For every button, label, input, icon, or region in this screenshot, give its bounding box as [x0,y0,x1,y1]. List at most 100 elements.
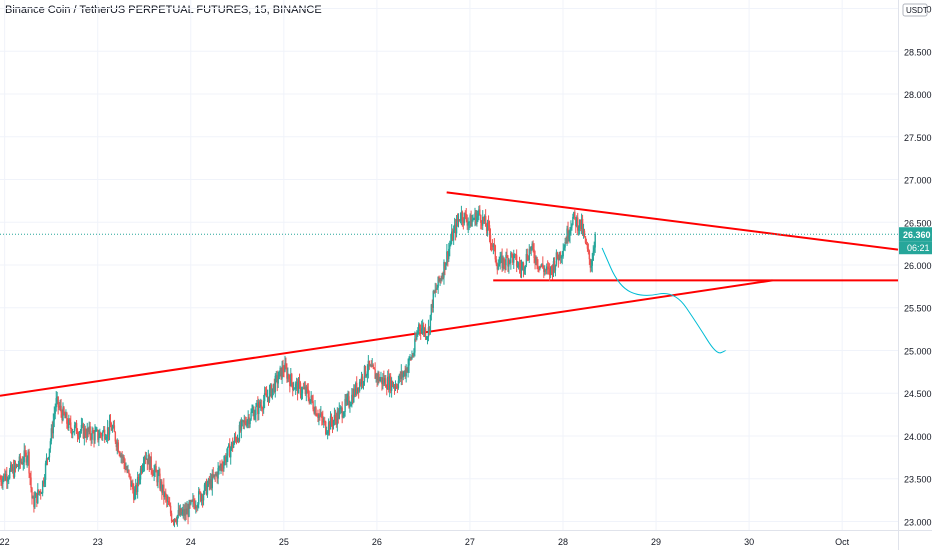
candle-body [546,266,548,270]
candle-body [462,220,465,224]
candle-body [427,327,430,338]
candle-body [88,426,90,432]
candle-body [409,357,411,359]
candle-body [468,221,470,224]
candle-body [421,325,424,329]
drawing-layer [0,191,899,397]
candle-body [208,479,211,485]
candle-body [138,479,141,481]
candle-body [556,252,559,259]
candle-body [181,511,183,515]
candle-body [36,493,38,503]
candle-body [461,211,464,221]
candle-body [484,216,487,227]
candle-body [577,217,579,231]
candle-body [49,441,52,449]
price-axis[interactable]: 23.000 23.500 24.000 24.500 25.000 25.500 26.0… [898,0,932,550]
candle-body [191,500,193,502]
candle-body [474,212,476,220]
candle-body [69,419,71,423]
candle-body [136,477,139,492]
candle-body [27,451,29,459]
candle-body [470,215,472,227]
candle-body [166,501,169,502]
candle-body [57,396,59,407]
candle-body [565,242,567,243]
time-tick-label: 23 [93,537,103,547]
candle-body [80,425,83,431]
time-tick-label: 29 [651,537,661,547]
candle-body [561,256,563,258]
candle-body [303,387,306,389]
candle-body [354,388,356,395]
candle-body [111,427,114,431]
candle-body [483,216,486,221]
candle-body [451,231,453,242]
candle-body [439,279,441,282]
candle-body [593,247,595,252]
time-axis[interactable]: 22 23 24 25 26 27 28 29 30 Oct [0,530,932,548]
price-tick-label: 25.500 [904,304,932,314]
candle-body [486,222,489,231]
candle-body [110,427,113,431]
candle-body [119,453,121,457]
candle-body [29,473,31,478]
candle-body [539,265,541,269]
candle-body [203,484,206,494]
candle-body [96,429,98,431]
candle-body [141,467,144,472]
candle-body [497,266,499,270]
candle-body [171,520,174,522]
candle-body [292,382,294,391]
candle-body [524,265,527,269]
candle-body [514,254,517,256]
candle-body [121,455,123,458]
candle-body [114,432,117,442]
candle-body [223,462,225,469]
candle-body [589,259,592,268]
price-tick-label: 28.500 [904,47,932,57]
candle-body [180,508,182,515]
candle-body [396,387,399,389]
candle-body [73,425,76,432]
candle-body [215,473,217,476]
last-price-badge-bg [899,227,932,242]
candle-body [117,442,119,452]
candle-body [568,235,570,239]
candle-body [588,250,591,260]
candle-body [580,219,583,229]
candle-body [198,491,201,493]
candle-body [584,236,587,243]
candle-body [61,412,63,421]
candle-body [267,396,270,402]
candle-body [162,484,164,493]
candle-body [37,489,39,503]
candle-body [532,243,534,250]
candle-body [332,420,335,426]
candle-body [140,468,143,472]
candle-body [472,219,474,221]
candle-body [91,430,93,440]
candle-body [323,420,325,423]
price-tick-label: 23.000 [904,517,932,527]
candle-body [440,279,442,280]
candle-body [168,504,171,506]
candle-body [118,451,120,454]
candle-body [347,396,349,398]
candle-body [371,364,373,367]
candle-body [509,260,511,263]
candle-body [169,505,172,514]
candle-body [112,425,115,428]
candle-body [251,411,253,413]
candle-body [145,458,148,460]
candle-body [575,217,577,227]
candle-body [19,456,22,463]
candle-body [50,428,53,442]
candle-body [419,324,421,330]
candle-body [431,304,434,308]
candle-body [113,425,116,433]
currency-label[interactable]: USDT [902,3,928,17]
candle-body [184,509,186,516]
price-tick-label: 27.500 [904,133,932,143]
